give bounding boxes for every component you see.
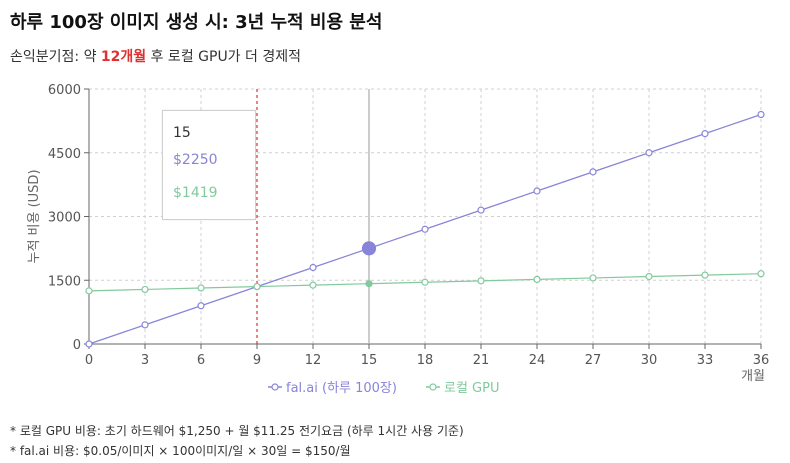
data-point-series-1 — [757, 270, 765, 278]
x-tick-label: 21 — [473, 353, 490, 368]
data-point-series-0 — [309, 263, 317, 272]
data-point-series-0 — [645, 149, 653, 157]
legend-label: 로컬 GPU — [444, 381, 499, 396]
footnote-gpu: * 로컬 GPU 비용: 초기 하드웨어 $1,250 + 월 $11.25 전… — [10, 424, 464, 438]
data-point-series-0 — [141, 321, 149, 329]
legend-label: fal.ai (하루 100장) — [286, 381, 397, 396]
x-tick-label: 30 — [641, 353, 658, 368]
data-point-series-1 — [477, 277, 485, 285]
tooltip-fal-value: $2250 — [173, 152, 218, 168]
legend-swatch-marker — [429, 383, 437, 391]
data-point-series-1 — [701, 271, 709, 279]
data-point-series-0 — [197, 302, 205, 310]
data-point-series-0 — [589, 168, 597, 176]
data-point-series-1 — [85, 287, 93, 295]
data-point-series-1 — [197, 284, 205, 292]
chart-tooltip: 15 $2250 $1419 — [162, 110, 256, 220]
data-point-series-1 — [253, 282, 261, 291]
data-point-series-1 — [141, 285, 149, 294]
data-point-series-1 — [645, 272, 653, 281]
tooltip-x: 15 — [173, 125, 191, 141]
y-tick-label: 0 — [73, 338, 81, 353]
y-tick-label: 4500 — [48, 147, 81, 162]
data-point-series-0 — [757, 110, 765, 119]
chart-title: 하루 100장 이미지 생성 시: 3년 누적 비용 분석 — [10, 12, 383, 33]
chart-subtitle: 손익분기점: 약 12개월 후 로컬 GPU가 더 경제적 — [10, 46, 301, 66]
x-tick-label: 27 — [585, 353, 602, 368]
y-axis-label: 누적 비용 (USD) — [27, 169, 42, 263]
data-point-series-1 — [533, 275, 541, 283]
x-tick-label: 3 — [141, 353, 149, 368]
x-tick-label: 6 — [197, 353, 205, 368]
x-tick-label: 12 — [305, 353, 322, 368]
x-tick-label: 0 — [85, 353, 93, 368]
x-tick-label: 24 — [529, 353, 546, 368]
x-axis-label: 개월 — [741, 369, 765, 384]
footnote-fal: * fal.ai 비용: $0.05/이미지 × 100이미지/일 × 30일 … — [10, 444, 351, 458]
y-tick-label: 3000 — [48, 211, 81, 226]
data-point-series-1 — [365, 280, 373, 288]
data-point-series-0 — [477, 206, 485, 214]
data-point-series-0 — [85, 340, 93, 348]
y-tick-label: 6000 — [48, 83, 81, 98]
data-point-series-0 — [421, 225, 429, 233]
breakeven-highlight: 12개월 — [100, 49, 147, 65]
x-tick-label: 18 — [417, 353, 434, 368]
data-point-series-0 — [701, 130, 709, 138]
x-tick-label: 36 — [753, 353, 770, 368]
x-tick-label: 15 — [361, 353, 378, 368]
x-tick-label: 33 — [697, 353, 714, 368]
data-point-series-1 — [421, 278, 429, 286]
subtitle-suffix: 후 로컬 GPU가 더 경제적 — [146, 49, 301, 65]
data-point-series-1 — [589, 274, 597, 282]
data-point-series-0 — [361, 241, 377, 256]
data-point-series-0 — [533, 187, 541, 195]
subtitle-prefix: 손익분기점: 약 — [10, 49, 101, 65]
x-tick-label: 9 — [253, 353, 261, 368]
y-tick-label: 1500 — [48, 274, 81, 289]
tooltip-gpu-value: $1419 — [173, 185, 218, 201]
legend-swatch-marker — [271, 383, 279, 391]
data-point-series-1 — [309, 281, 317, 289]
